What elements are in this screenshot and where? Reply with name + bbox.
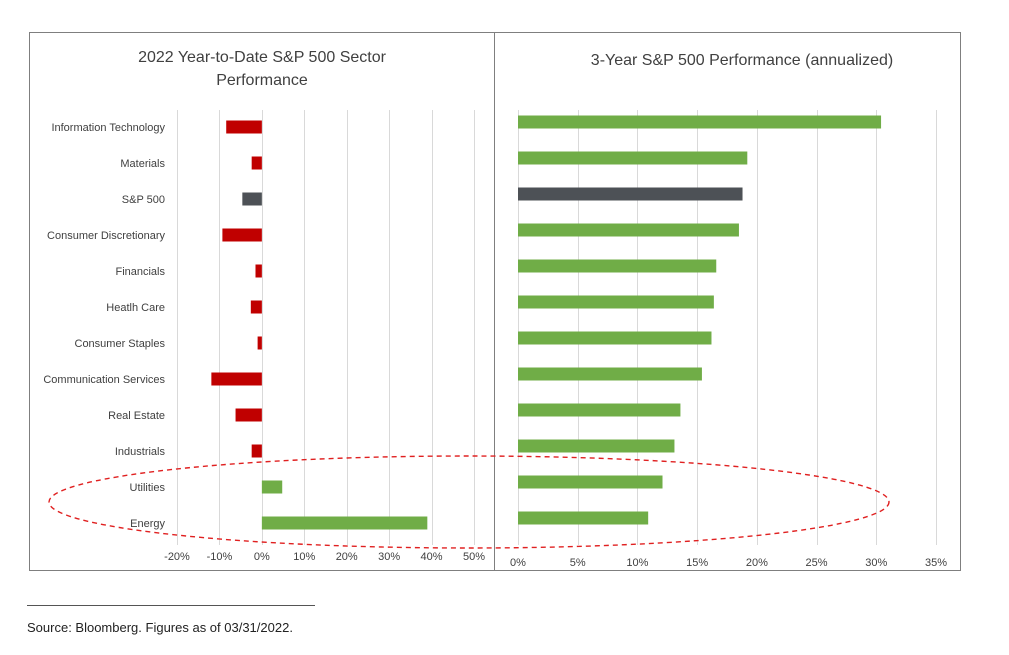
three-year-tick-label: 15%: [686, 557, 708, 569]
ytd-tick-label: -20%: [164, 551, 190, 563]
three-year-tick-label: 0%: [510, 557, 526, 569]
ytd-category-label: Real Estate: [108, 410, 165, 422]
three-year-bars: [518, 115, 882, 525]
ytd-category-label: Financials: [115, 266, 165, 278]
ytd-tick-label: 20%: [336, 551, 358, 563]
ytd-category-label: Communication Services: [43, 374, 165, 386]
three-year-bar-materials: [518, 151, 748, 165]
three-year-tick-label: 5%: [570, 557, 586, 569]
utilities-energy-highlight: [48, 455, 890, 549]
ytd-bar-materials: [251, 156, 262, 170]
ytd-tick-labels: -20% -10% 0% 10% 20% 30% 40% 50%: [164, 551, 485, 563]
three-year-bar-heatlh-care: [518, 295, 714, 309]
three-year-tick-label: 30%: [865, 557, 887, 569]
three-year-bar-communication-services: [518, 367, 702, 381]
ytd-gridlines: [177, 110, 475, 545]
ytd-tick-label: 0%: [254, 551, 270, 563]
ytd-tick-label: 10%: [293, 551, 315, 563]
three-year-bar-financials: [518, 259, 717, 273]
ytd-bar-financials: [255, 264, 262, 278]
ytd-chart-title-line-1: 2022 Year-to-Date S&P 500 Sector: [138, 49, 387, 66]
three-year-bar-consumer-staples: [518, 331, 712, 345]
three-year-bar-sandp-500: [518, 187, 743, 201]
ytd-chart-title-line-2: Performance: [216, 72, 308, 89]
ytd-bar-industrials: [251, 444, 262, 458]
three-year-tick-labels: 0% 5% 10% 15% 20% 25% 30% 35%: [510, 557, 947, 569]
three-year-bar-energy: [518, 511, 649, 525]
ytd-category-label: Consumer Staples: [75, 338, 166, 350]
ytd-bar-sandp-500: [242, 192, 262, 206]
ytd-sector-chart: 2022 Year-to-Date S&P 500 Sector Perform…: [43, 49, 485, 563]
ytd-tick-label: -10%: [207, 551, 233, 563]
three-year-bar-utilities: [518, 475, 663, 489]
ytd-category-label: Utilities: [130, 482, 166, 494]
three-year-bar-real-estate: [518, 403, 681, 417]
ytd-category-label: Heatlh Care: [106, 302, 165, 314]
ytd-category-label: Information Technology: [51, 122, 165, 134]
ytd-bar-energy: [261, 516, 428, 530]
ytd-bar-consumer-discretionary: [222, 228, 262, 242]
source-note: Source: Bloomberg. Figures as of 03/31/2…: [27, 620, 293, 635]
ytd-category-label: Materials: [120, 158, 165, 170]
ytd-tick-label: 50%: [463, 551, 485, 563]
ytd-bar-information-technology: [226, 120, 262, 134]
ytd-bars: [211, 120, 428, 530]
three-year-bar-industrials: [518, 439, 675, 453]
three-year-tick-label: 10%: [626, 557, 648, 569]
footnote-rule: [27, 605, 315, 606]
ytd-bar-real-estate: [235, 408, 262, 422]
three-year-bar-consumer-discretionary: [518, 223, 739, 237]
three-year-bar-information-technology: [518, 115, 882, 129]
ytd-bar-communication-services: [211, 372, 262, 386]
three-year-chart: 3-Year S&P 500 Performance (annualized) …: [510, 52, 947, 569]
ytd-tick-label: 40%: [421, 551, 443, 563]
ytd-category-label: Energy: [130, 518, 165, 530]
three-year-tick-label: 25%: [806, 557, 828, 569]
three-year-tick-label: 20%: [746, 557, 768, 569]
ytd-bar-heatlh-care: [250, 300, 262, 314]
three-year-gridlines: [518, 110, 937, 545]
ytd-category-label: Consumer Discretionary: [47, 230, 165, 242]
ytd-category-label: S&P 500: [122, 194, 165, 206]
ytd-category-labels: Information Technology Materials S&P 500 Co…: [43, 122, 165, 530]
three-year-chart-title: 3-Year S&P 500 Performance (annualized): [591, 52, 893, 69]
ytd-tick-label: 30%: [378, 551, 400, 563]
ytd-category-label: Industrials: [115, 446, 166, 458]
three-year-tick-label: 35%: [925, 557, 947, 569]
ytd-bar-consumer-staples: [257, 336, 262, 350]
ytd-bar-utilities: [261, 480, 283, 494]
